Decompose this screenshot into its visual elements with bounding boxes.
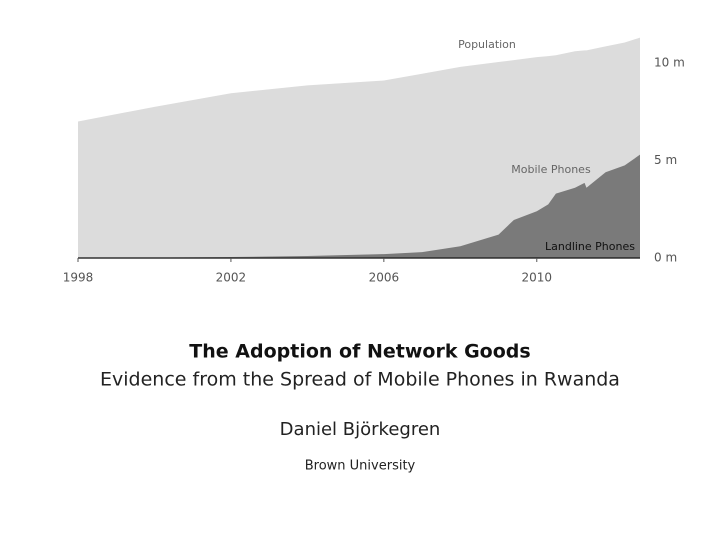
y-tick-label: 5 m [654,153,677,167]
area [78,154,640,258]
x-tick-label: 2010 [522,271,553,285]
x-tick-label: 1998 [63,271,94,285]
slide-subtitle: Evidence from the Spread of Mobile Phone… [100,369,620,391]
x-tick-label: 2006 [369,271,400,285]
series-label: Population [458,38,516,51]
area [78,37,640,259]
series-label: Landline Phones [545,240,635,253]
y-tick-label: 0 m [654,251,677,265]
slide-title: The Adoption of Network Goods [189,341,530,363]
author: Daniel Björkegren [280,419,441,440]
y-tick-label: 10 m [654,56,685,70]
affiliation: Brown University [305,459,416,474]
x-tick-label: 2002 [216,271,247,285]
series-label: Mobile Phones [511,163,591,176]
